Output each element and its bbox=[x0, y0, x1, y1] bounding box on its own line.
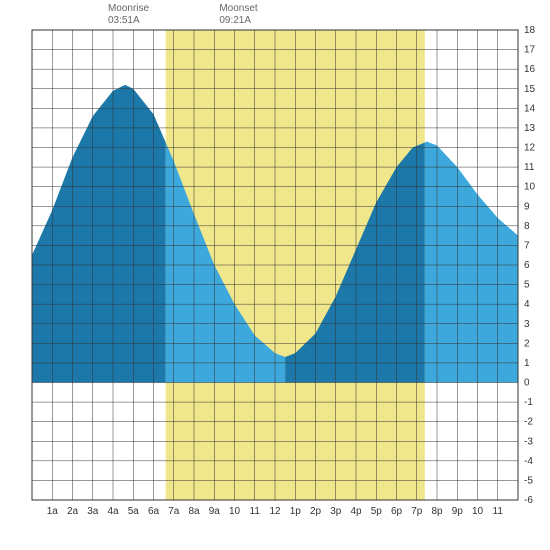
y-tick-label: 12 bbox=[524, 143, 536, 154]
y-tick-label: 4 bbox=[524, 299, 530, 310]
y-tick-label: 13 bbox=[524, 123, 536, 134]
x-tick-label: 7p bbox=[411, 506, 423, 517]
y-tick-label: 8 bbox=[524, 221, 530, 232]
y-tick-label: 3 bbox=[524, 319, 530, 330]
y-tick-label: 10 bbox=[524, 182, 536, 193]
x-tick-label: 11 bbox=[250, 506, 261, 517]
x-tick-label: 4a bbox=[107, 506, 119, 517]
y-tick-label: -2 bbox=[524, 417, 533, 428]
x-tick-label: 8p bbox=[431, 506, 443, 517]
x-tick-label: 12 bbox=[269, 506, 281, 517]
y-tick-label: 9 bbox=[524, 201, 530, 212]
y-tick-label: 17 bbox=[524, 45, 536, 56]
y-tick-label: 0 bbox=[524, 378, 530, 389]
x-tick-label: 6p bbox=[391, 506, 403, 517]
y-tick-label: -5 bbox=[524, 475, 533, 486]
x-tick-label: 2a bbox=[67, 506, 79, 517]
x-tick-label: 2p bbox=[310, 506, 322, 517]
x-tick-label: 4p bbox=[350, 506, 362, 517]
y-tick-label: 2 bbox=[524, 338, 530, 349]
y-tick-label: 6 bbox=[524, 260, 530, 271]
x-tick-label: 7a bbox=[168, 506, 180, 517]
tide-chart: -6-5-4-3-2-10123456789101112131415161718… bbox=[0, 0, 550, 550]
x-tick-label: 6a bbox=[148, 506, 160, 517]
y-tick-label: -1 bbox=[524, 397, 533, 408]
y-tick-label: -4 bbox=[524, 456, 533, 467]
x-tick-label: 1a bbox=[47, 506, 59, 517]
moonrise-label: Moonrise bbox=[108, 3, 149, 15]
x-tick-label: 9p bbox=[452, 506, 464, 517]
moonset-annotation: Moonset 09:21A bbox=[219, 3, 257, 27]
y-tick-label: 1 bbox=[524, 358, 530, 369]
x-tick-label: 5a bbox=[128, 506, 140, 517]
x-tick-label: 11 bbox=[493, 506, 504, 517]
x-tick-label: 10 bbox=[472, 506, 484, 517]
chart-svg: -6-5-4-3-2-10123456789101112131415161718… bbox=[0, 0, 550, 550]
x-tick-label: 8a bbox=[188, 506, 200, 517]
moonrise-annotation: Moonrise 03:51A bbox=[108, 3, 149, 27]
x-tick-label: 1p bbox=[290, 506, 302, 517]
y-tick-label: 11 bbox=[524, 162, 535, 173]
moonset-time: 09:21A bbox=[219, 15, 257, 27]
y-tick-label: -6 bbox=[524, 495, 533, 506]
y-tick-label: 5 bbox=[524, 280, 530, 291]
y-tick-label: 16 bbox=[524, 64, 536, 75]
x-tick-label: 3p bbox=[330, 506, 342, 517]
x-tick-label: 3a bbox=[87, 506, 99, 517]
y-tick-label: 18 bbox=[524, 25, 536, 36]
y-tick-label: 14 bbox=[524, 103, 536, 114]
x-tick-label: 10 bbox=[229, 506, 241, 517]
y-tick-label: 15 bbox=[524, 84, 536, 95]
y-tick-label: 7 bbox=[524, 240, 530, 251]
moonrise-time: 03:51A bbox=[108, 15, 149, 27]
x-tick-label: 9a bbox=[209, 506, 221, 517]
x-tick-label: 5p bbox=[371, 506, 383, 517]
moonset-label: Moonset bbox=[219, 3, 257, 15]
y-tick-label: -3 bbox=[524, 436, 533, 447]
